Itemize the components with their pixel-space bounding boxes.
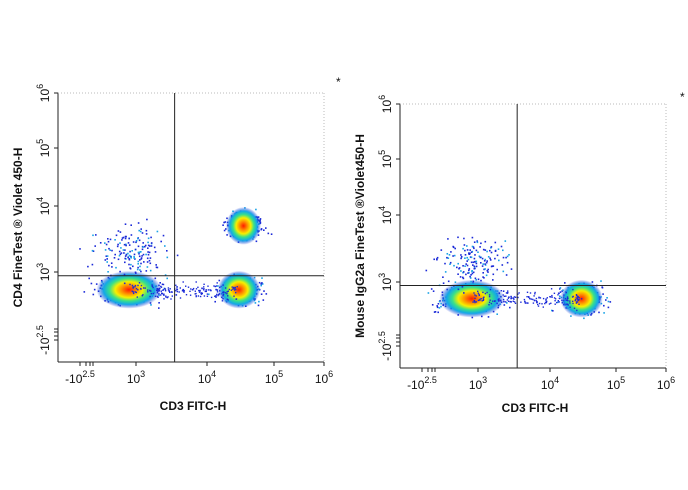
y-tick-label: 103: [377, 273, 394, 291]
populations: [79, 207, 273, 309]
y-tick-label: 106: [377, 95, 394, 113]
y-tick-label: -102.5: [35, 325, 52, 355]
population-1-density: [439, 279, 505, 318]
y-tick-label: 103: [35, 263, 52, 281]
x-tick-label: 104: [198, 369, 216, 386]
population-2-density: [217, 270, 261, 309]
x-tick-label: 103: [469, 375, 487, 392]
x-tick-label: 106: [315, 369, 333, 386]
x-tick-label: 106: [657, 375, 675, 392]
population-1-density: [96, 270, 162, 309]
corner-asterisk: *: [680, 90, 685, 104]
y-tick-label: 106: [35, 84, 52, 102]
x-tick-label: -102.5: [407, 375, 437, 392]
population-4-events: [79, 218, 179, 285]
plot-panel-2: -102.5 103 104 105 106 -102.5 103 104 105 106 CD3 …: [353, 90, 685, 415]
x-axis-label: CD3 FITC-H: [502, 401, 569, 415]
x-tick-label: 105: [607, 375, 625, 392]
y-tick-label: 104: [377, 206, 394, 224]
x-axis-label: CD3 FITC-H: [160, 399, 227, 413]
x-tick-label: 103: [127, 369, 145, 386]
plot-panel-1: -102.5 103 104 105 106 -102.5 103 104 105 106 CD3 …: [11, 75, 341, 413]
populations: [425, 236, 612, 320]
y-tick-label: -102.5: [377, 331, 394, 361]
y-tick-label: 105: [377, 150, 394, 168]
y-tick-label: 105: [35, 139, 52, 157]
corner-asterisk: *: [336, 75, 341, 89]
y-axis-label: Mouse IgG2a FineTest ®Violet450-H: [353, 134, 367, 338]
x-tick-label: 104: [541, 375, 559, 392]
y-axis-label: CD4 FineTest ® Violet 450-H: [11, 148, 25, 308]
y-tick-label: 104: [35, 197, 52, 215]
population-3-events: [425, 236, 513, 294]
bridge-events: [472, 288, 583, 312]
x-tick-label: 105: [265, 369, 283, 386]
x-tick-label: -102.5: [65, 369, 95, 386]
bridge-events: [129, 281, 238, 302]
population-3-density: [225, 207, 261, 245]
